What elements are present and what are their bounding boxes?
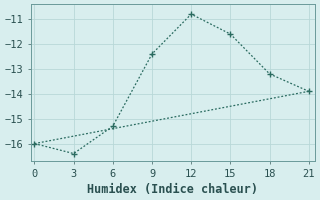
X-axis label: Humidex (Indice chaleur): Humidex (Indice chaleur)	[87, 183, 259, 196]
